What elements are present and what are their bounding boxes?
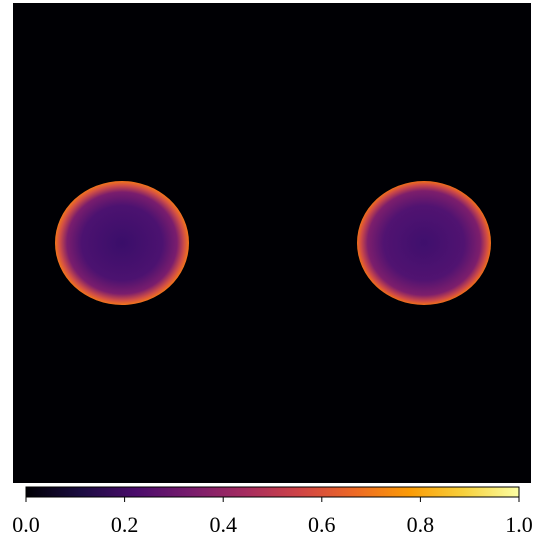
colorbar-tick-label: 0.6 (308, 512, 336, 537)
colorbar-tick-label: 1.0 (505, 512, 533, 537)
colorbar-tick-label: 0.8 (407, 512, 435, 537)
colorbar (26, 487, 519, 497)
chart: 0.0 0.2 0.4 0.6 0.8 1.0 (0, 0, 538, 540)
blob (55, 181, 189, 305)
colorbar-tick-label: 0.2 (111, 512, 139, 537)
colorbar-tick-label: 0.0 (12, 512, 40, 537)
blob (357, 181, 491, 305)
page: 0.00.20.40.60.81.0 (() => { const data =… (0, 0, 538, 540)
colorbar-tick-label: 0.4 (209, 512, 237, 537)
